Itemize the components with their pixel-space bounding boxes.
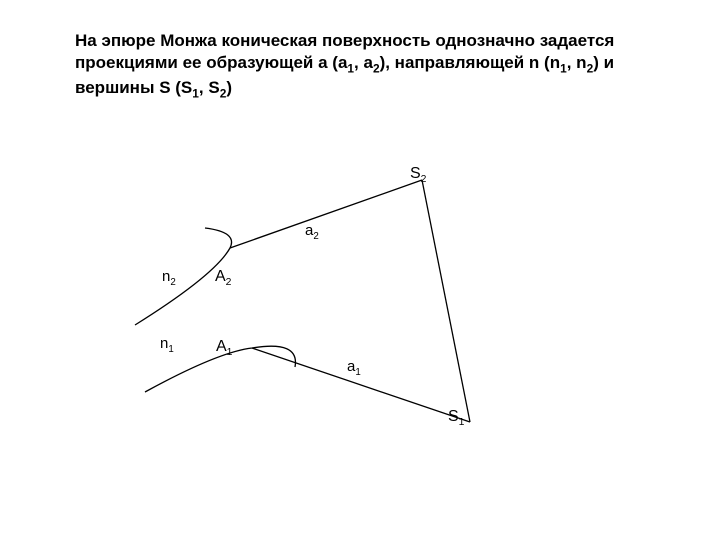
label-a1: a1 bbox=[347, 358, 361, 378]
label-A1: A1 bbox=[216, 338, 232, 358]
line-a2 bbox=[230, 180, 422, 248]
line-s-connect bbox=[422, 180, 470, 422]
label-S1: S1 bbox=[448, 408, 464, 428]
label-n1: n1 bbox=[160, 335, 174, 355]
line-a1 bbox=[252, 348, 470, 422]
label-S2: S2 bbox=[410, 165, 426, 185]
label-n2: n2 bbox=[162, 268, 176, 288]
label-a2: a2 bbox=[305, 222, 319, 242]
label-A2: A2 bbox=[215, 268, 231, 288]
heading-text: На эпюре Монжа коническая поверхность од… bbox=[75, 30, 635, 102]
monge-diagram bbox=[100, 160, 560, 470]
